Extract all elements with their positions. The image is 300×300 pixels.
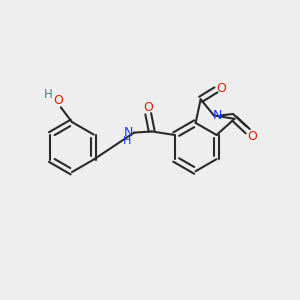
Text: O: O	[247, 130, 257, 143]
Text: H: H	[123, 136, 131, 146]
Text: O: O	[143, 101, 153, 114]
Text: N: N	[213, 109, 222, 122]
Text: O: O	[53, 94, 63, 107]
Text: N: N	[124, 126, 134, 139]
Text: H: H	[44, 88, 53, 101]
Text: O: O	[216, 82, 226, 95]
